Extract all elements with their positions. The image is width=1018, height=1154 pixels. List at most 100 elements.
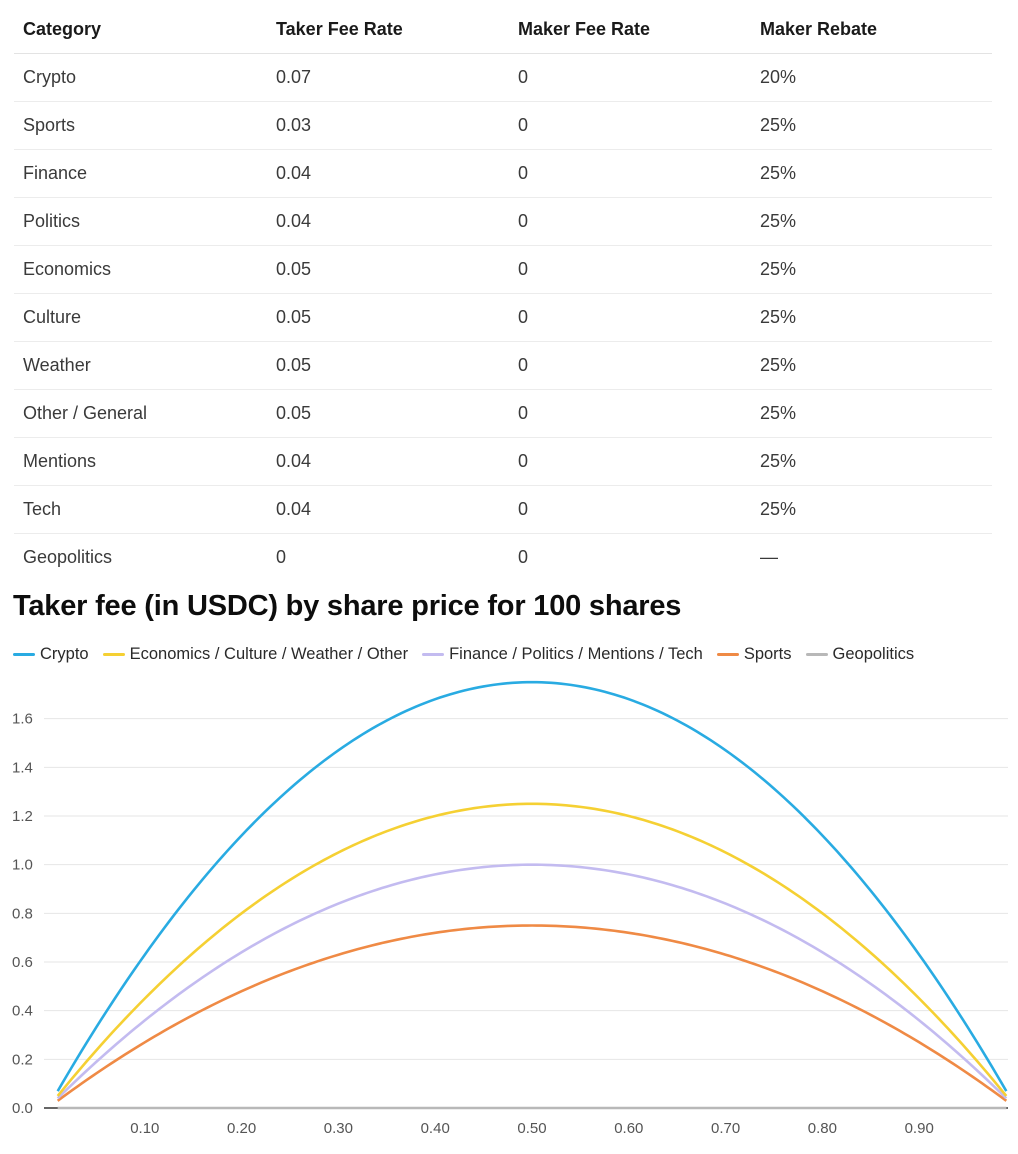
series-line-crypto <box>56 680 1008 1092</box>
x-tick-label: 0.20 <box>227 1120 256 1137</box>
x-tick-label: 0.60 <box>614 1120 643 1137</box>
table-row: Sports 0.03 0 25% <box>14 101 992 150</box>
table-cell: 0.04 <box>267 437 509 486</box>
legend-item[interactable]: Crypto <box>13 645 89 664</box>
table-cell: 0 <box>509 197 751 246</box>
table-cell: 25% <box>751 437 992 486</box>
y-tick-label: 1.0 <box>12 857 33 874</box>
table-cell: 0 <box>509 485 751 534</box>
table-cell: 0.03 <box>267 101 509 150</box>
table-cell: Other / General <box>14 389 267 438</box>
y-tick-label: 0.6 <box>12 954 33 971</box>
legend-item[interactable]: Finance / Politics / Mentions / Tech <box>422 645 703 664</box>
table-cell: Geopolitics <box>23 547 113 567</box>
legend-swatch <box>102 653 125 656</box>
table-cell: Tech <box>14 485 267 534</box>
legend-label: Crypto <box>40 645 89 663</box>
table-row: Tech 0.04 0 25% <box>14 485 992 534</box>
legend-swatch <box>422 653 445 656</box>
table-cell: 0 <box>509 53 751 102</box>
y-tick-label: 1.6 <box>12 711 33 728</box>
table-cell: 25% <box>751 293 992 342</box>
table-cell: 0.04 <box>267 197 509 246</box>
column-header: Taker Fee Rate <box>267 5 509 54</box>
table-cell: Mentions <box>14 437 267 486</box>
y-tick-label: 0.2 <box>12 1051 33 1068</box>
table-cell: 0 <box>509 437 751 486</box>
table-cell: 25% <box>751 149 992 198</box>
y-tick-label: 1.2 <box>12 808 33 825</box>
table-cell: 25% <box>751 245 992 294</box>
table-cell: 0 <box>509 389 751 438</box>
y-tick-label: 0.0 <box>12 1100 33 1117</box>
table-cell: Crypto <box>14 53 267 102</box>
table-cell: Weather <box>14 341 267 390</box>
table-cell: 0 <box>509 293 751 342</box>
table-row: Mentions 0.04 0 25% <box>14 437 992 486</box>
legend-label: Finance / Politics / Mentions / Tech <box>449 645 703 663</box>
table-cell: 25% <box>751 101 992 150</box>
table-row: Economics 0.05 0 25% <box>14 245 992 294</box>
x-tick-label: 0.40 <box>421 1120 450 1137</box>
table-cell: 25% <box>751 197 992 246</box>
table-body: Crypto 0.07 0 20% Sports 0.03 0 25% Finance 0.04 0… <box>14 53 992 582</box>
table-cell: Economics <box>14 245 267 294</box>
series-line-economics <box>56 802 1008 1097</box>
fee-table: Category Taker Fee Rate Maker Fee Rate M… <box>14 5 992 581</box>
legend-swatch <box>805 653 828 656</box>
table-row: Finance 0.04 0 25% <box>14 149 992 198</box>
table-cell: 0 <box>518 547 529 567</box>
y-tick-label: 0.8 <box>12 905 33 922</box>
y-tick-label: 0.4 <box>12 1003 33 1020</box>
legend-label: Geopolitics <box>832 645 915 663</box>
table-row: Politics 0.04 0 25% <box>14 197 992 246</box>
line-chart: 0.0 0.2 0.4 0.6 0.8 1.0 1.2 1.4 1.6 0.10 0.20 0.30 0… <box>12 680 1008 1137</box>
table-cell: 0.05 <box>267 245 509 294</box>
y-tick-label: 1.4 <box>12 759 33 776</box>
legend-swatch <box>716 653 739 656</box>
table-cell: Finance <box>14 149 267 198</box>
table-row: Geopolitics 0 0 — <box>14 534 992 582</box>
chart-title: Taker fee (in USDC) by share price for 1… <box>13 590 682 622</box>
column-header: Maker Fee Rate <box>509 5 751 54</box>
table-cell: — <box>760 547 778 567</box>
table-cell: 0 <box>509 341 751 390</box>
table-cell: 0 <box>509 101 751 150</box>
table-cell: 0 <box>276 547 287 567</box>
table-cell: 0.07 <box>267 53 509 102</box>
table-row: Crypto 0.07 0 20% <box>14 53 992 102</box>
table-cell: 0 <box>509 245 751 294</box>
x-tick-label: 0.50 <box>517 1120 546 1137</box>
table-cell: 0.05 <box>267 341 509 390</box>
x-tick-label: 0.10 <box>130 1120 159 1137</box>
table-cell: 25% <box>751 389 992 438</box>
chart-legend: Crypto Economics / Culture / Weather / Ot… <box>13 645 928 664</box>
legend-label: Economics / Culture / Weather / Other <box>129 645 409 663</box>
table-cell: 25% <box>751 485 992 534</box>
x-tick-label: 0.30 <box>324 1120 353 1137</box>
table-cell: 20% <box>751 53 992 102</box>
series-line-finance <box>56 863 1008 1100</box>
table-row: Culture 0.05 0 25% <box>14 293 992 342</box>
column-header: Category <box>14 5 267 54</box>
legend-swatch <box>13 653 35 656</box>
table-cell: Sports <box>14 101 267 150</box>
table-cell: 25% <box>751 341 992 390</box>
table-cell: 0.05 <box>267 293 509 342</box>
legend-item[interactable]: Sports <box>716 645 792 664</box>
table-header-row: Category Taker Fee Rate Maker Fee Rate M… <box>14 5 992 54</box>
x-tick-label: 0.90 <box>905 1120 934 1137</box>
table-cell: Politics <box>14 197 267 246</box>
table-row: Weather 0.05 0 25% <box>14 341 992 390</box>
table-cell: Culture <box>14 293 267 342</box>
legend-item[interactable]: Geopolitics <box>805 645 915 664</box>
table-row: Other / General 0.05 0 25% <box>14 389 992 438</box>
table-cell: 0.04 <box>267 485 509 534</box>
legend-item[interactable]: Economics / Culture / Weather / Other <box>102 645 409 664</box>
legend-label: Sports <box>743 645 792 663</box>
column-header: Maker Rebate <box>751 5 992 54</box>
table-cell: 0.04 <box>267 149 509 198</box>
x-tick-label: 0.70 <box>711 1120 740 1137</box>
x-tick-label: 0.80 <box>808 1120 837 1137</box>
table-cell: 0.05 <box>267 389 509 438</box>
